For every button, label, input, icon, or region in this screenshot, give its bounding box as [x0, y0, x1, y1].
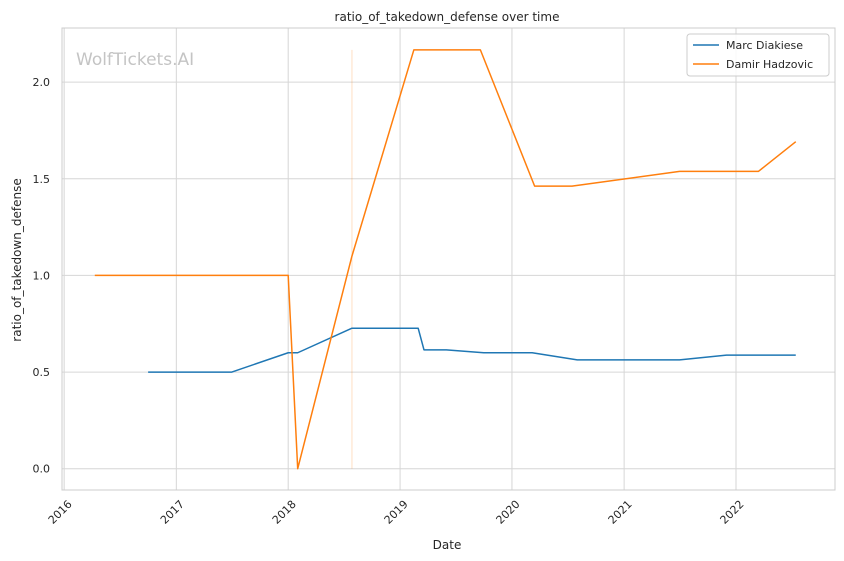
x-tick-label-2021: 2021 — [606, 498, 635, 527]
chart-title: ratio_of_takedown_defense over time — [335, 10, 560, 24]
plot-frame — [61, 27, 836, 491]
x-tick-label-2016: 2016 — [46, 498, 75, 527]
legend-box — [686, 33, 830, 77]
x-axis-ticks: 2016 2017 2018 2019 2020 2021 2022 — [46, 498, 747, 527]
y-tick-label-2-0: 2.0 — [33, 76, 51, 89]
x-axis-label: Date — [433, 538, 462, 552]
y-axis-label: ratio_of_takedown_defense — [10, 178, 24, 341]
x-tick-label-2018: 2018 — [270, 498, 299, 527]
y-axis-ticks: 0.0 0.5 1.0 1.5 2.0 — [33, 76, 51, 476]
series-line-damir-hadzovic — [94, 49, 797, 470]
x-tick-label-2022: 2022 — [718, 498, 747, 527]
x-tick-label-2019: 2019 — [382, 498, 411, 527]
y-tick-label-0-0: 0.0 — [33, 463, 51, 476]
x-tick-label-2017: 2017 — [158, 498, 187, 527]
watermark-text: WolfTickets.AI — [76, 50, 194, 70]
y-tick-label-1-5: 1.5 — [33, 173, 51, 186]
grid — [62, 28, 835, 490]
y-tick-label-0-5: 0.5 — [33, 366, 51, 379]
x-tick-label-2020: 2020 — [494, 498, 523, 527]
legend-label-marc-diakiese: Marc Diakiese — [726, 39, 803, 52]
y-tick-label-1-0: 1.0 — [33, 269, 51, 282]
legend: Marc Diakiese Damir Hadzovic — [686, 33, 830, 77]
series-lines — [94, 49, 797, 470]
legend-label-damir-hadzovic: Damir Hadzovic — [726, 58, 813, 71]
series-line-marc-diakiese — [148, 327, 796, 373]
